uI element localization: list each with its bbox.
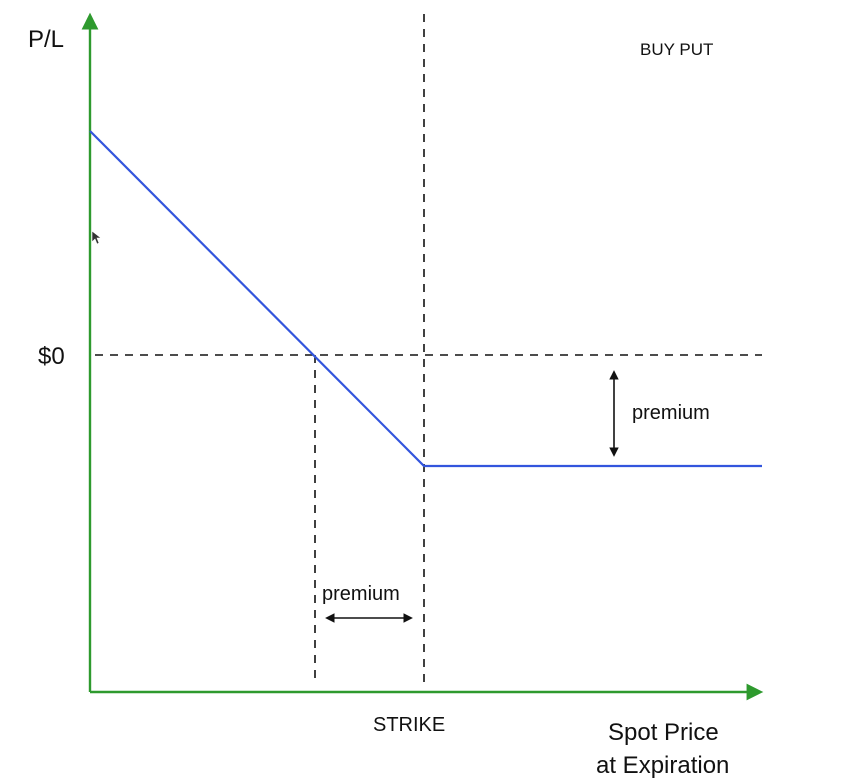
premium-vertical-label: premium <box>632 402 710 424</box>
premium-horizontal-label: premium <box>322 583 400 605</box>
x-axis-label-line1: Spot Price <box>608 719 719 746</box>
x-axis-label-line2: at Expiration <box>596 752 729 778</box>
strike-label: STRIKE <box>373 714 445 736</box>
payoff-line <box>89 130 762 468</box>
y-axis-label: P/L <box>28 26 64 53</box>
chart-title: BUY PUT <box>640 40 713 59</box>
cursor-icon <box>91 230 102 245</box>
zero-label: $0 <box>38 343 65 370</box>
